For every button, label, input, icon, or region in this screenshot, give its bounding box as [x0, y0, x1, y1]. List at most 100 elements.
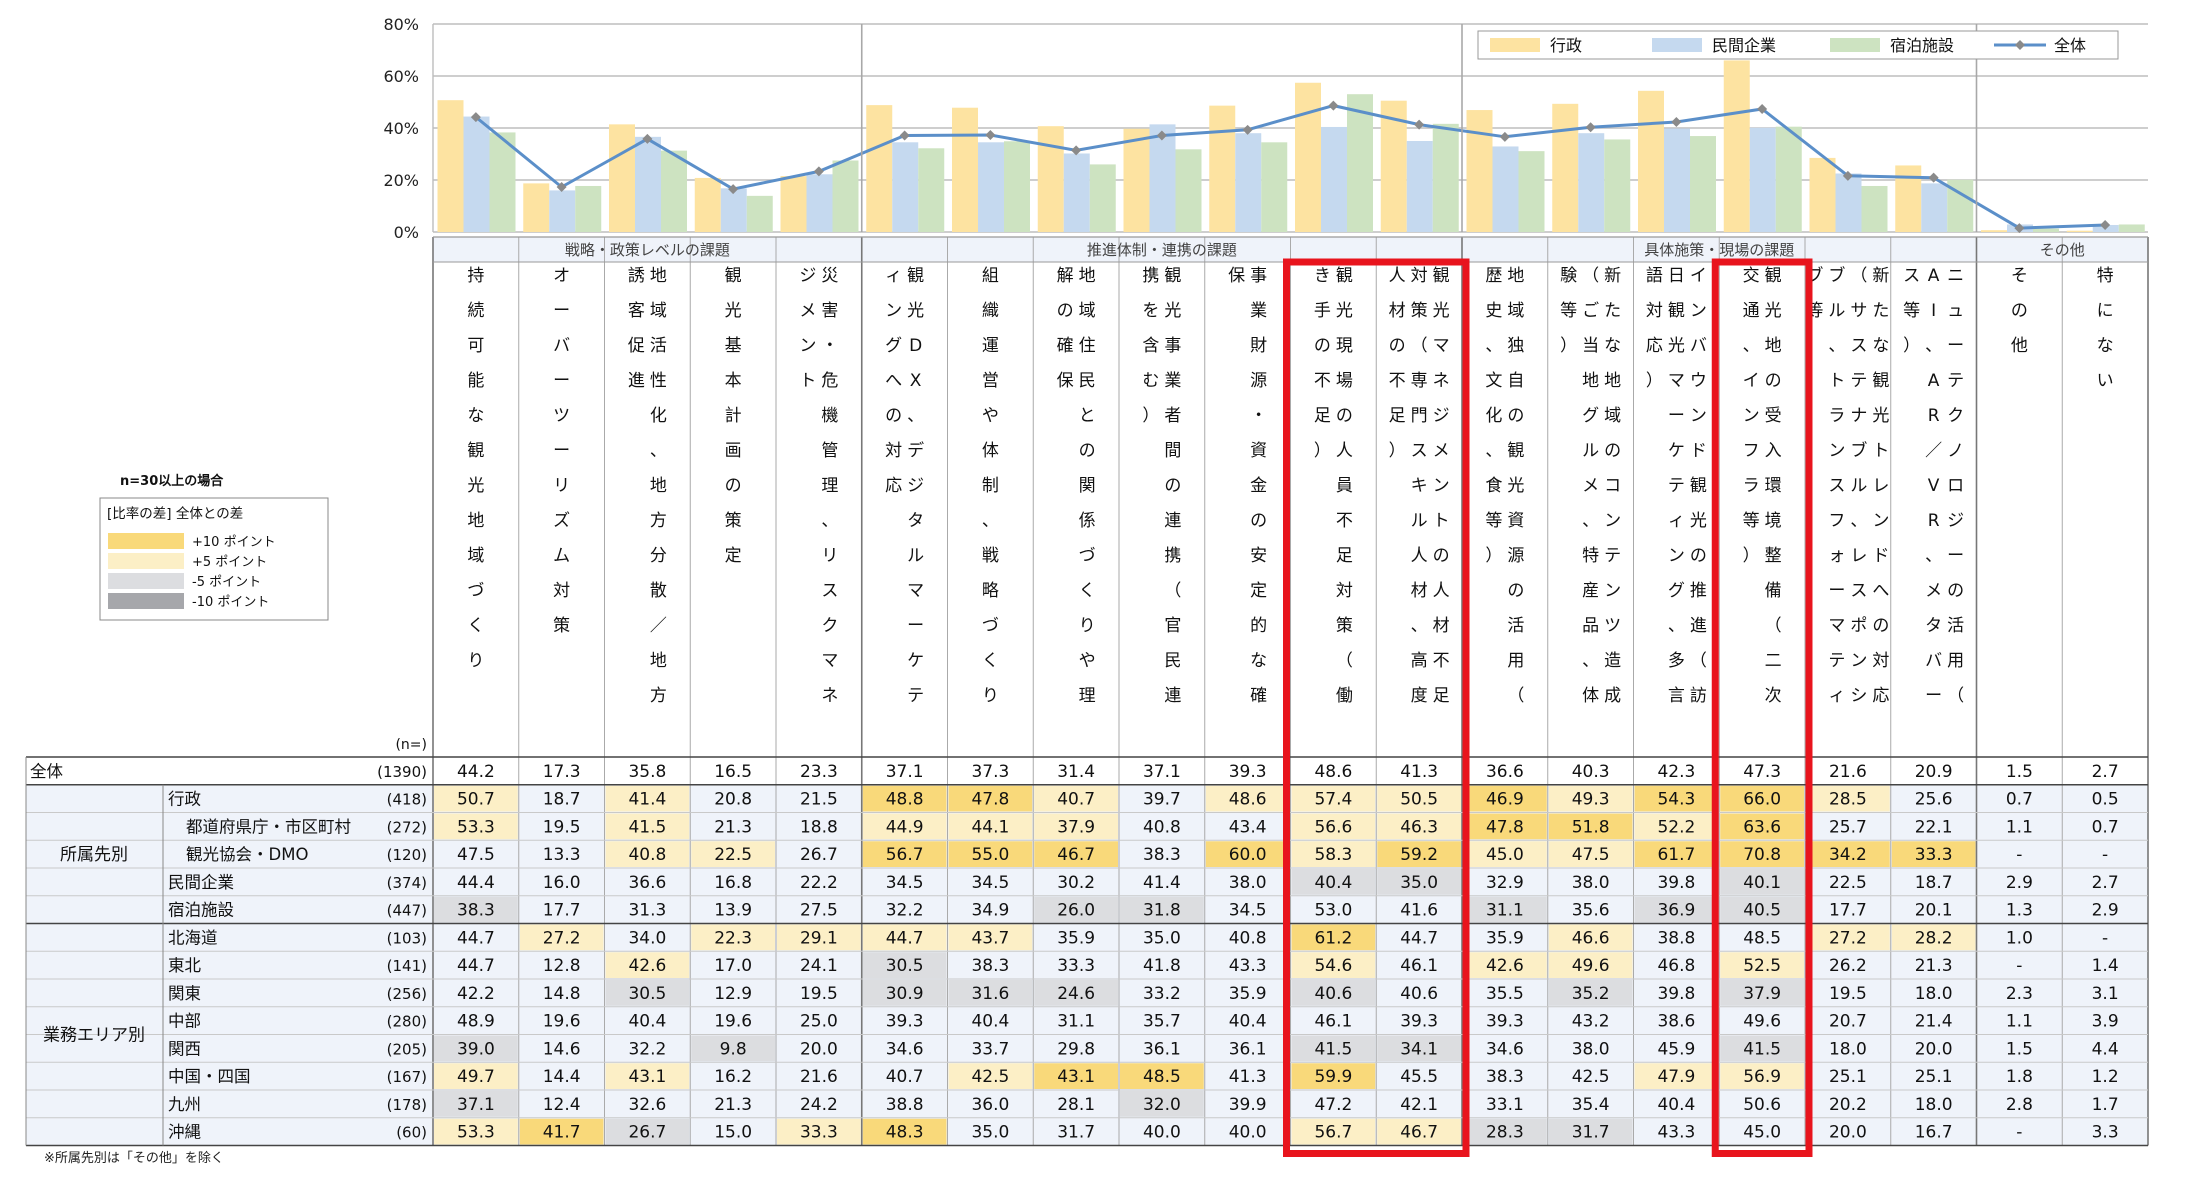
cell-shading	[1377, 785, 1461, 812]
column-header-char: ラ	[1743, 476, 1760, 496]
row-n: (280)	[387, 1013, 427, 1031]
bar-admin	[1123, 128, 1150, 232]
column-header-char: 対	[1872, 651, 1889, 671]
column-header-char: デ	[907, 440, 924, 461]
cell-shading	[1720, 952, 1804, 978]
cell-value: 39.3	[886, 1012, 924, 1032]
column-header-char: 門	[1411, 406, 1428, 426]
cell-value: 35.2	[1572, 984, 1610, 1004]
column-header-char: ブ	[1850, 440, 1867, 461]
cell-value: 1.7	[2092, 1095, 2119, 1115]
cell-value: 3.1	[2092, 984, 2119, 1004]
cell-value: 40.7	[886, 1067, 924, 1087]
cell-value: 63.6	[1743, 817, 1781, 837]
column-header-char: 対	[1336, 581, 1353, 601]
column-header-char: ラ	[1828, 406, 1845, 426]
column-header-char: ト	[1828, 371, 1845, 391]
column-header-char: ド	[1872, 546, 1889, 566]
cell-value: 47.8	[1486, 817, 1524, 837]
cell-value: 37.1	[1143, 762, 1181, 782]
cell-value: 14.4	[543, 1067, 581, 1087]
column-header-char: （	[1507, 686, 1524, 706]
column-header-char: バ	[553, 336, 570, 356]
overall-point	[642, 133, 653, 144]
column-header-char: た	[1872, 301, 1889, 321]
column-header-char: の	[1690, 546, 1707, 566]
column-header-char: R	[1928, 406, 1940, 426]
column-header-char: ）	[1314, 441, 1331, 461]
column-header-char: 言	[1668, 686, 1685, 706]
cell-value: 47.2	[1314, 1095, 1352, 1115]
cell-value: 16.5	[714, 762, 752, 782]
row-label: 関西	[168, 1039, 201, 1058]
overall-point	[1328, 100, 1339, 111]
column-header-char: 応	[1646, 336, 1663, 356]
column-header-char: ー	[1828, 581, 1845, 601]
column-header-char: 次	[1765, 686, 1782, 706]
column-header-char: の	[1604, 441, 1621, 461]
cell-value: 38.3	[1486, 1067, 1524, 1087]
column-header-char: ン	[1743, 406, 1760, 426]
cell-value: 36.0	[971, 1095, 1009, 1115]
column-header-char: 多	[1668, 651, 1685, 671]
bar-private	[978, 142, 1004, 232]
cell-value: 35.5	[1486, 984, 1524, 1004]
cell-value: 25.1	[1915, 1067, 1953, 1087]
row-label: 九州	[168, 1095, 201, 1114]
cell-value: 30.2	[1057, 873, 1095, 893]
cell-value: 33.3	[1057, 956, 1095, 976]
y-tick-label: 20%	[383, 171, 419, 190]
column-header-char: 歴	[1485, 266, 1502, 286]
cell-shading	[691, 1035, 775, 1062]
cell-value: 33.7	[971, 1039, 1009, 1059]
column-header-char: イ	[1743, 371, 1760, 391]
cell-value: 45.5	[1400, 1067, 1438, 1087]
cell-value: 31.6	[971, 984, 1009, 1004]
cell-value: 16.8	[714, 873, 752, 893]
cell-value: 1.8	[2006, 1067, 2033, 1087]
column-header-char: 地	[650, 651, 667, 671]
cell-value: 41.3	[1229, 1067, 1267, 1087]
cell-value: 36.9	[1657, 901, 1695, 921]
row-label: 中国・四国	[168, 1067, 251, 1086]
cell-shading	[948, 924, 1033, 951]
column-header-char: 理	[821, 476, 838, 496]
column-header-char: ロ	[1947, 476, 1964, 496]
column-header-char: 、	[1485, 441, 1502, 461]
column-header-char: 足	[1314, 406, 1331, 426]
cell-value: 31.7	[1057, 1123, 1095, 1143]
overall-point	[1499, 131, 1510, 142]
cell-value: 37.1	[457, 1095, 495, 1115]
cell-value: 31.3	[628, 901, 666, 921]
cell-value: 28.3	[1486, 1123, 1524, 1143]
row-n: (256)	[387, 985, 427, 1003]
column-header-char: 対	[1411, 266, 1428, 286]
cell-shading	[691, 924, 775, 951]
column-header-char: テ	[907, 686, 924, 706]
cell-value: 39.7	[1143, 790, 1181, 810]
column-header-char: 場	[1336, 371, 1353, 391]
cell-value: 41.4	[1143, 873, 1181, 893]
cell-shading	[1463, 841, 1547, 867]
column-header-char: 営	[982, 371, 999, 391]
cell-value: 26.7	[628, 1123, 666, 1143]
column-header-char: ス	[1850, 336, 1867, 356]
cell-shading	[1720, 869, 1804, 895]
column-header-char: 整	[1765, 546, 1782, 566]
column-header-char: グ	[885, 336, 902, 356]
difference-key-swatch	[108, 553, 184, 569]
cell-value: 44.1	[971, 817, 1009, 837]
column-header-char: の	[1164, 476, 1181, 496]
difference-key-label: +10 ポイント	[192, 535, 276, 550]
column-header-char: ）	[1560, 336, 1577, 356]
cell-value: 16.0	[543, 873, 581, 893]
column-header-char: 観	[1164, 266, 1181, 286]
cell-value: 25.0	[800, 1012, 838, 1032]
cell-value: 18.0	[1915, 1095, 1953, 1115]
cell-value: -	[2016, 956, 2022, 976]
cell-value: 40.8	[1229, 928, 1267, 948]
cell-value: 41.8	[1143, 956, 1181, 976]
cell-value: 34.6	[1486, 1039, 1524, 1059]
bar-private	[1492, 146, 1519, 232]
